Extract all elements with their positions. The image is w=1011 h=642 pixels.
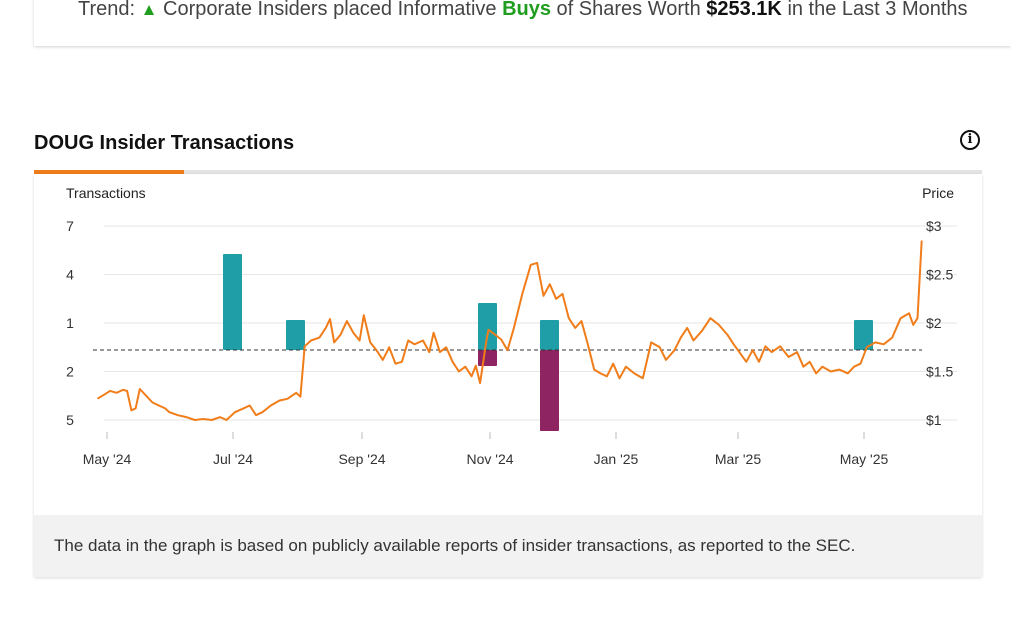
- right-tick-label: $1: [926, 412, 942, 428]
- trend-text: Trend: ▲ Corporate Insiders placed Infor…: [78, 0, 968, 21]
- left-tick-label: 1: [66, 315, 74, 331]
- buy-bar: [854, 320, 873, 350]
- price-line: [96, 240, 923, 421]
- left-tick-label: 4: [66, 267, 74, 283]
- left-tick-label: 2: [66, 364, 74, 380]
- trend-banner: Trend: ▲ Corporate Insiders placed Infor…: [34, 0, 1011, 46]
- right-axis-ticks: $3 $2.5 $2 $1.5 $1: [926, 218, 953, 428]
- x-tick-label: Sep '24: [338, 451, 385, 467]
- trend-highlight: Buys: [502, 0, 551, 20]
- trend-up-arrow-icon: ▲: [140, 0, 158, 19]
- left-axis-ticks: 7 4 1 2 5: [66, 218, 74, 428]
- footer-note: The data in the graph is based on public…: [54, 536, 856, 555]
- x-tick-label: Nov '24: [466, 451, 513, 467]
- left-tick-label: 7: [66, 218, 74, 234]
- chart-footer: The data in the graph is based on public…: [34, 515, 982, 577]
- right-axis-title: Price: [922, 185, 954, 201]
- left-tick-label: 5: [66, 412, 74, 428]
- x-tick-label: May '25: [840, 451, 889, 467]
- buy-bar: [286, 320, 305, 350]
- sell-bar: [540, 350, 559, 431]
- x-tick-label: Jan '25: [594, 451, 639, 467]
- x-tick-label: May '24: [83, 451, 132, 467]
- info-icon[interactable]: i: [960, 130, 980, 150]
- left-axis-title: Transactions: [66, 185, 146, 201]
- tab-active-indicator[interactable]: [34, 170, 184, 174]
- x-tick-label: Jul '24: [213, 451, 253, 467]
- trend-text-after: in the Last 3 Months: [787, 0, 968, 20]
- right-tick-label: $1.5: [926, 364, 953, 380]
- sell-bar: [478, 350, 497, 366]
- buy-bar: [223, 254, 242, 350]
- trend-prefix: Trend:: [78, 0, 136, 20]
- right-tick-label: $3: [926, 218, 942, 234]
- x-tick-label: Mar '25: [715, 451, 761, 467]
- x-axis-ticks: May '24 Jul '24 Sep '24 Nov '24 Jan '25 Mar '…: [83, 432, 889, 467]
- transaction-bars: [223, 254, 873, 431]
- buy-bar: [478, 303, 497, 350]
- right-tick-label: $2: [926, 315, 942, 331]
- section-title: DOUG Insider Transactions: [34, 132, 295, 154]
- trend-text-before: Corporate Insiders placed Informative: [163, 0, 497, 20]
- tab-bar: [34, 170, 982, 174]
- trend-text-middle: of Shares Worth: [556, 0, 701, 20]
- buy-bar: [540, 320, 559, 350]
- trend-amount: $253.1K: [706, 0, 782, 20]
- right-tick-label: $2.5: [926, 267, 953, 283]
